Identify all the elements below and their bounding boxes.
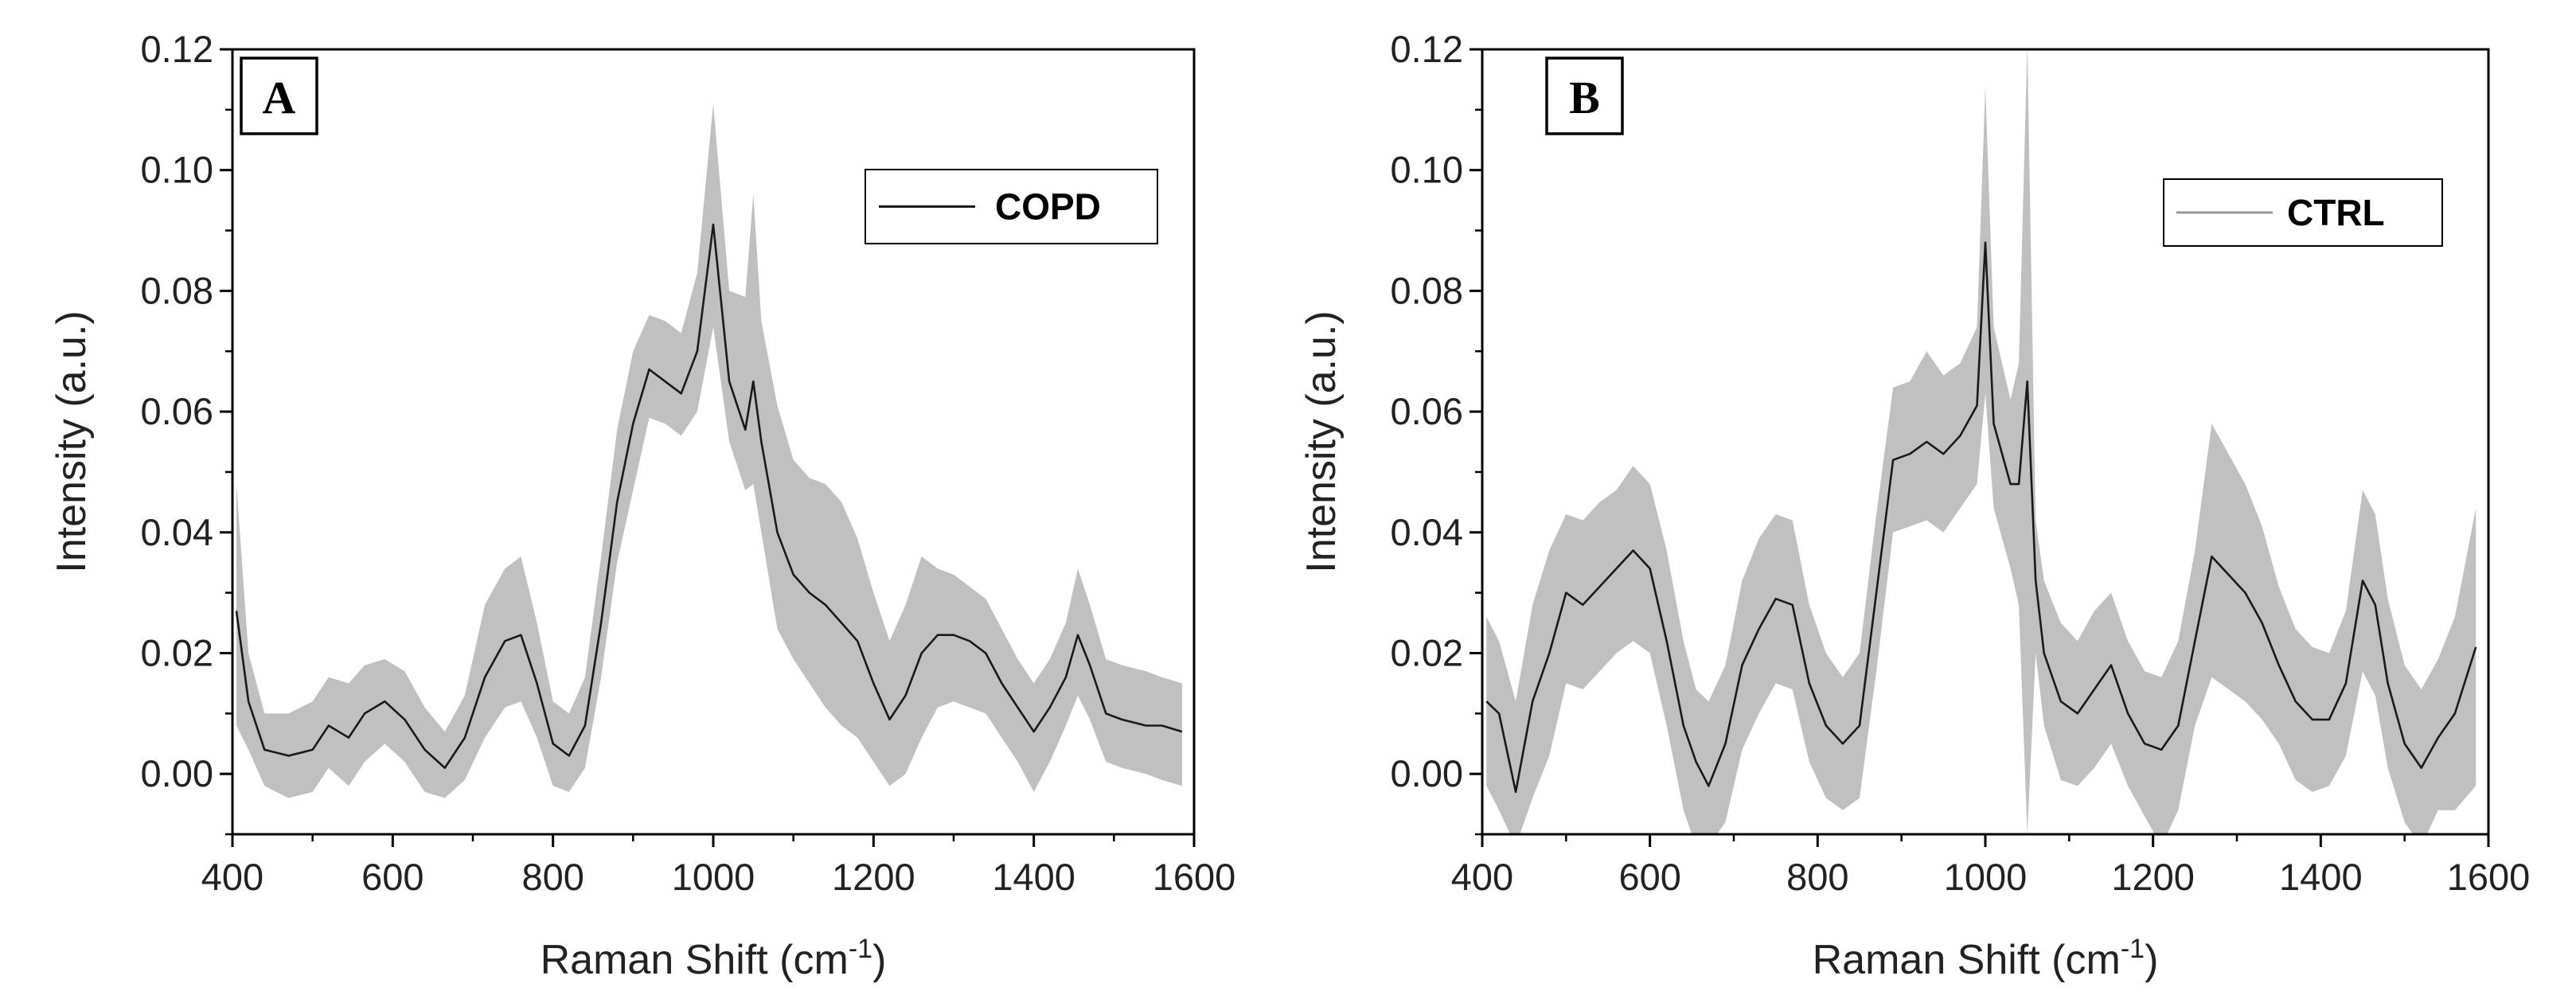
legend-label: CTRL [2287, 192, 2385, 233]
y-tick-label: 0.08 [141, 269, 213, 311]
x-tick-label: 600 [1618, 856, 1680, 898]
y-tick-label: 0.06 [141, 390, 213, 432]
y-tick-label: 0.04 [1391, 511, 1463, 553]
y-tick-label: 0.04 [141, 511, 213, 553]
y-axis-title: Intensity (a.u.) [1298, 310, 1345, 572]
x-tick-label: 1600 [2447, 856, 2531, 898]
x-tick-label: 800 [1786, 856, 1848, 898]
y-tick-label: 0.06 [1391, 390, 1463, 432]
x-tick-label: 400 [201, 856, 263, 898]
y-tick-label: 0.02 [141, 631, 213, 673]
y-tick-label: 0.08 [1391, 269, 1463, 311]
panel-label-box [240, 57, 318, 135]
y-tick-label: 0.10 [141, 149, 213, 191]
band-ctrl [1486, 49, 2476, 834]
chart-ctrl: 400 600 800 1000 1200 1400 1600 0.00 0.02 0.04 0.0… [1298, 28, 2531, 983]
line-copd [235, 223, 1183, 769]
panel-b: 400 600 800 1000 1200 1400 1600 0.00 0.02 0.04 0.0… [1288, 0, 2576, 1003]
x-tick-label: 1000 [1944, 856, 2028, 898]
x-tick-label: 600 [361, 856, 423, 898]
y-tick-label: 0.12 [1391, 28, 1463, 70]
y-tick-label: 0.00 [141, 752, 213, 794]
panel-label: B [1569, 72, 1600, 123]
x-tick-label: 1200 [832, 856, 915, 898]
y-tick-label: 0.00 [1391, 752, 1463, 794]
x-tick-label: 1000 [672, 856, 755, 898]
y-tick-label: 0.12 [141, 28, 213, 70]
y-tick-label: 0.02 [1391, 631, 1463, 673]
x-tick-label: 400 [1451, 856, 1513, 898]
x-tick-label: 1600 [1153, 856, 1236, 898]
panel-label-box [1545, 57, 1624, 135]
x-axis-title: Raman Shift (cm-1) [1813, 934, 2159, 983]
x-tick-label: 1200 [2111, 856, 2195, 898]
band-copd [236, 103, 1182, 798]
x-axis-title: Raman Shift (cm-1) [541, 934, 887, 983]
legend-label: COPD [995, 186, 1101, 228]
panel-label: A [263, 72, 296, 123]
panel-a: 400 600 800 1000 1200 1400 1600 0.00 0.02 0.04 0.0… [0, 0, 1288, 1003]
x-tick-label: 1400 [992, 856, 1075, 898]
x-tick-label: 1400 [2279, 856, 2363, 898]
chart-copd: 400 600 800 1000 1200 1400 1600 0.00 0.02 0.04 0.0… [49, 28, 1236, 983]
x-tick-label: 800 [521, 856, 584, 898]
y-axis-title: Intensity (a.u.) [49, 310, 95, 572]
y-tick-label: 0.10 [1391, 149, 1463, 191]
line-ctrl [1485, 241, 2477, 794]
